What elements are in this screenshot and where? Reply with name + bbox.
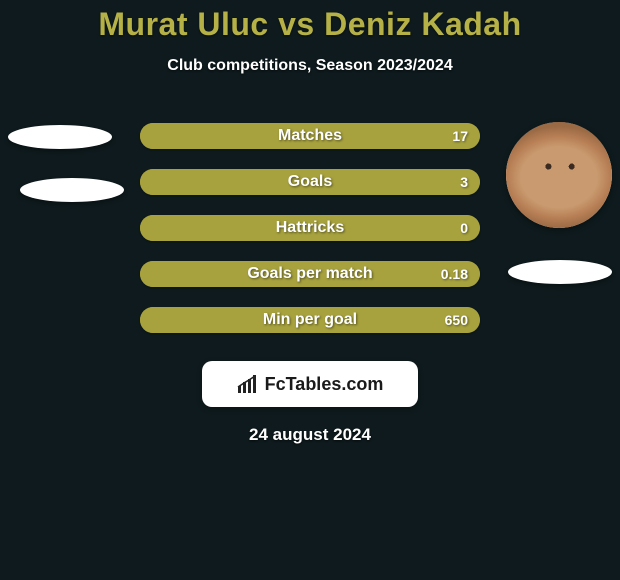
stat-bar-label: Matches [140, 123, 480, 149]
stat-bar-value-left [140, 169, 164, 195]
stat-bar: Goals per match0.18 [140, 261, 480, 287]
page-subtitle: Club competitions, Season 2023/2024 [0, 57, 620, 75]
page-title: Murat Uluc vs Deniz Kadah [0, 6, 620, 43]
stat-bar: Goals3 [140, 169, 480, 195]
stat-bar-value-right: 17 [440, 123, 480, 149]
content-area: Murat Uluc vs Deniz Kadah Club competiti… [0, 0, 620, 580]
stat-bar-label: Hattricks [140, 215, 480, 241]
stat-bar-value-right: 0.18 [429, 261, 480, 287]
stat-bar: Hattricks0 [140, 215, 480, 241]
avatar-left-shadow-2 [20, 178, 124, 202]
site-badge: FcTables.com [202, 361, 418, 407]
stat-bar-value-left [140, 261, 164, 287]
stat-bar: Matches17 [140, 123, 480, 149]
site-badge-text: FcTables.com [265, 374, 384, 395]
stat-bar-value-left [140, 307, 164, 333]
avatar-right-face [506, 122, 612, 228]
stat-bar-value-left [140, 215, 164, 241]
stat-bar-label: Goals [140, 169, 480, 195]
stat-bar-value-left [140, 123, 164, 149]
stat-bar: Min per goal650 [140, 307, 480, 333]
stat-bar-label: Min per goal [140, 307, 480, 333]
avatar-right [506, 122, 612, 228]
date-text: 24 august 2024 [0, 425, 620, 445]
stat-bar-value-right: 3 [448, 169, 480, 195]
chart-icon [237, 374, 259, 394]
avatar-right-shadow [508, 260, 612, 284]
stat-bar-value-right: 650 [433, 307, 480, 333]
comparison-bars: Matches17 Goals3 Hattricks0 Goals per match… [140, 123, 480, 333]
avatar-left-shadow-1 [8, 125, 112, 149]
stat-bar-value-right: 0 [448, 215, 480, 241]
